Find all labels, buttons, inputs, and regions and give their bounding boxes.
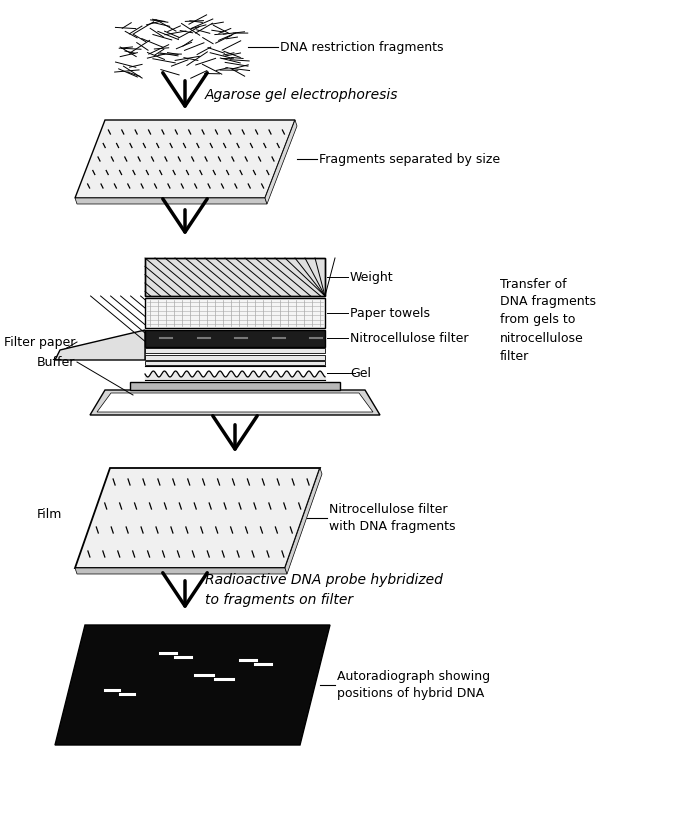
Text: Autoradiograph showing
positions of hybrid DNA: Autoradiograph showing positions of hybr… xyxy=(337,670,490,700)
Text: Paper towels: Paper towels xyxy=(350,307,430,320)
Text: Film: Film xyxy=(36,508,62,521)
Polygon shape xyxy=(75,198,267,204)
Polygon shape xyxy=(75,120,295,198)
Polygon shape xyxy=(97,393,373,412)
Bar xyxy=(145,298,325,328)
Text: Agarose gel electrophoresis: Agarose gel electrophoresis xyxy=(205,88,399,102)
Bar xyxy=(130,382,340,390)
Bar xyxy=(145,361,325,365)
Polygon shape xyxy=(90,390,380,415)
Bar xyxy=(145,258,325,296)
Polygon shape xyxy=(55,625,330,745)
Text: Buffer: Buffer xyxy=(36,356,75,368)
Text: DNA restriction fragments: DNA restriction fragments xyxy=(280,41,444,53)
Text: Nitrocellulose filter: Nitrocellulose filter xyxy=(350,332,469,345)
Polygon shape xyxy=(285,468,322,574)
Text: Gel: Gel xyxy=(350,367,371,380)
Bar xyxy=(145,355,325,360)
Bar xyxy=(145,330,325,347)
Polygon shape xyxy=(55,330,145,360)
Text: Filter paper: Filter paper xyxy=(3,336,75,348)
Bar xyxy=(145,348,325,353)
Text: Fragments separated by size: Fragments separated by size xyxy=(319,152,500,166)
Text: Weight: Weight xyxy=(350,271,394,283)
Polygon shape xyxy=(265,120,297,204)
Polygon shape xyxy=(75,468,320,568)
Text: Radioactive DNA probe hybridized
to fragments on filter: Radioactive DNA probe hybridized to frag… xyxy=(205,573,443,606)
Text: Transfer of
DNA fragments
from gels to
nitrocellulose
filter: Transfer of DNA fragments from gels to n… xyxy=(500,277,596,362)
Polygon shape xyxy=(75,568,287,574)
Bar xyxy=(145,258,325,296)
Text: Nitrocellulose filter
with DNA fragments: Nitrocellulose filter with DNA fragments xyxy=(329,503,456,533)
